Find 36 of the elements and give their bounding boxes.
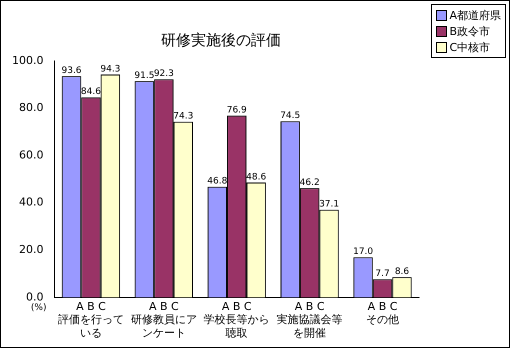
y-tick-label: 20.0 — [18, 242, 44, 256]
data-label: 74.3 — [173, 112, 194, 122]
x-tick-label: 学校長等から聴取 — [204, 313, 270, 340]
data-label: 46.2 — [300, 178, 320, 188]
y-tick-label: 80.0 — [18, 101, 44, 114]
data-label: 37.1 — [319, 200, 340, 210]
y-tick-label: 60.0 — [18, 148, 44, 162]
chart-title: 研修実施後の評価 — [160, 31, 282, 50]
x-tick-label: 実施協議会等を開催 — [276, 313, 343, 340]
data-label: 76.9 — [226, 105, 248, 116]
text: A B C — [368, 300, 398, 313]
y-tick-label: 0.0 — [26, 290, 44, 304]
y-tick-label: 100.0 — [12, 54, 44, 67]
legend-label: A都道府県 — [449, 8, 501, 22]
y-axis-title: (%) — [30, 303, 46, 314]
text: A B C — [76, 300, 106, 313]
data-label: 91.5 — [134, 70, 154, 81]
data-label: 84.6 — [80, 87, 102, 98]
data-label: 92.3 — [154, 69, 174, 80]
text: A B C — [148, 300, 180, 313]
legend-label: C中核市 — [449, 40, 490, 54]
data-label: 93.6 — [61, 66, 82, 76]
data-label: 17.0 — [353, 247, 374, 258]
text: A B C — [294, 300, 325, 313]
y-tick-label: 40.0 — [18, 196, 44, 209]
legend-label: B政令市 — [449, 24, 490, 38]
text: A B C — [222, 300, 252, 313]
data-label: 74.5 — [280, 111, 300, 122]
data-label: 8.6 — [394, 266, 410, 277]
data-label: 48.6 — [246, 172, 266, 182]
x-tick-label: 評価を行っている — [58, 313, 124, 340]
x-tick-label: その他 — [366, 313, 400, 326]
data-label: 94.3 — [100, 64, 120, 74]
data-label: 46.8 — [207, 176, 228, 187]
data-label: 7.7 — [375, 269, 390, 280]
x-tick-label: 研修教員にアンケート — [130, 313, 197, 340]
